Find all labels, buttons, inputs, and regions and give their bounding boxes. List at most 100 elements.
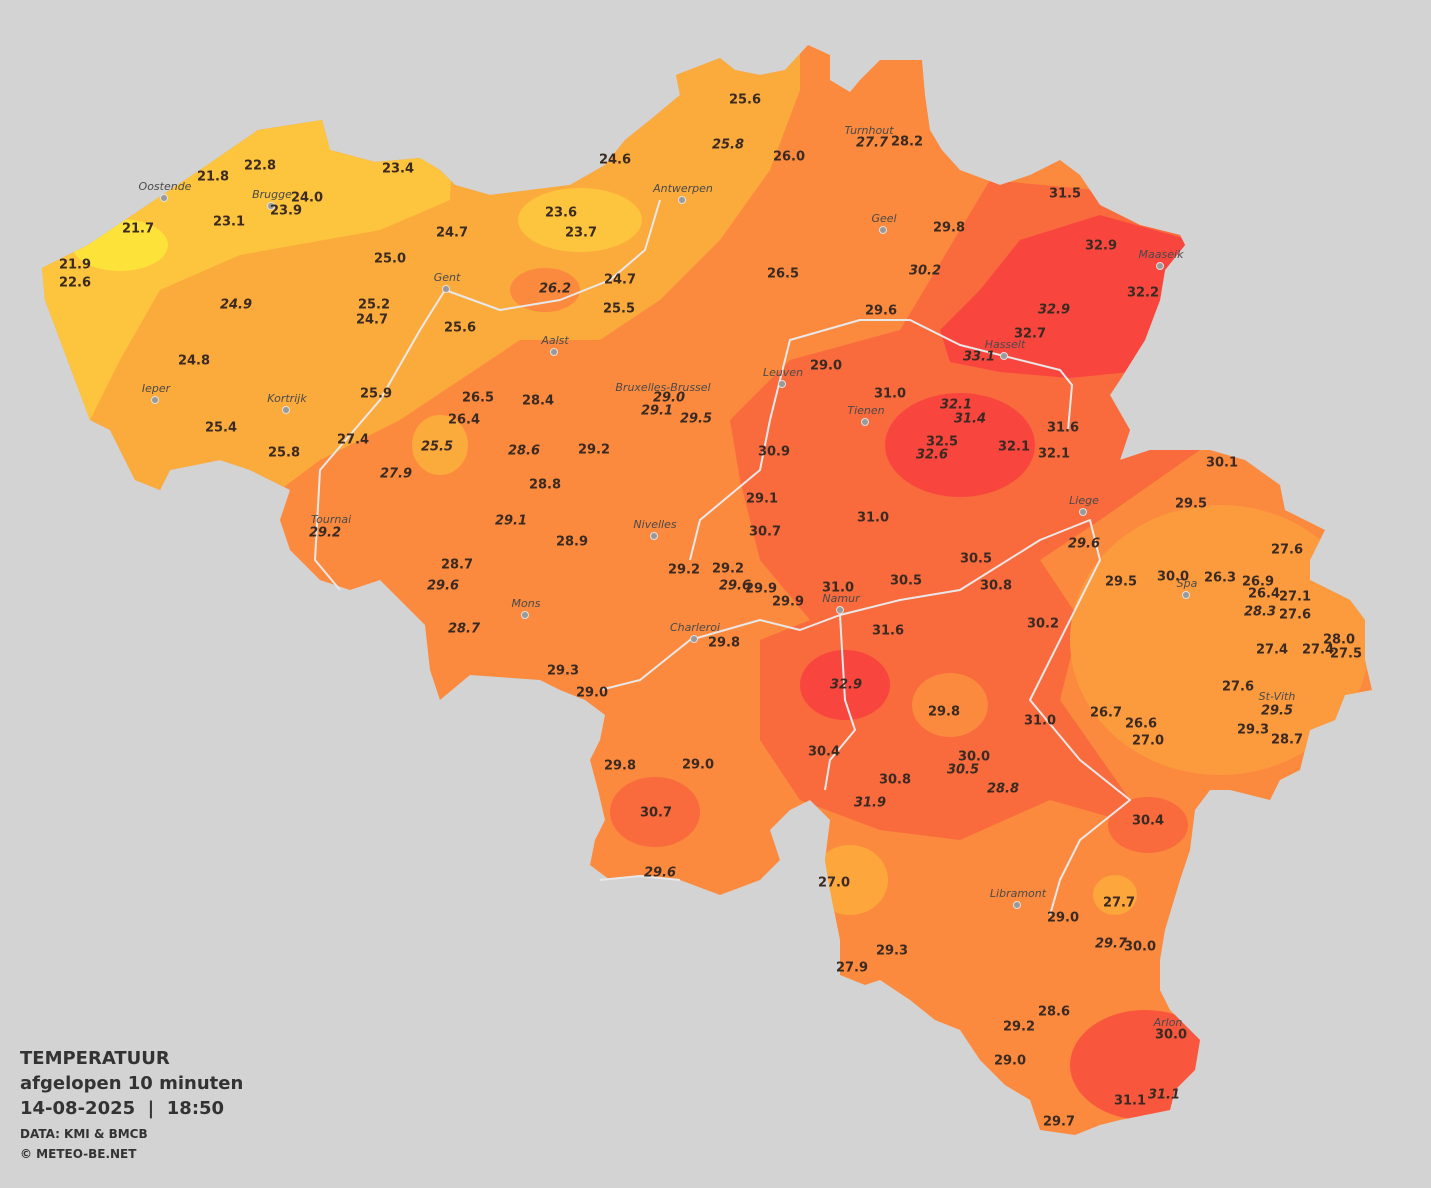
temperature-reading: 27.0 — [1132, 734, 1164, 749]
city-name: Liege — [1069, 494, 1099, 507]
temperature-reading: 30.5 — [890, 574, 922, 589]
temperature-reading: 27.1 — [1279, 590, 1311, 605]
temperature-reading: 29.9 — [745, 582, 777, 597]
temperature-reading: 29.8 — [708, 636, 740, 651]
temperature-reading: 28.7 — [441, 558, 473, 573]
city-name: Oostende — [139, 180, 192, 193]
city-dot — [442, 285, 450, 293]
temperature-reading: 31.4 — [954, 412, 986, 427]
legend-title: TEMPERATUUR — [20, 1048, 170, 1069]
temperature-reading: 29.6 — [644, 866, 676, 881]
temperature-reading: 23.9 — [270, 204, 302, 219]
temperature-reading: 29.9 — [772, 595, 804, 610]
temperature-reading: 27.6 — [1222, 680, 1254, 695]
temperature-reading: 29.3 — [1237, 723, 1269, 738]
temperature-reading: 28.7 — [1271, 733, 1303, 748]
temperature-reading: 24.7 — [436, 226, 468, 241]
temperature-reading: 30.7 — [640, 806, 672, 821]
temperature-reading: 26.0 — [773, 150, 805, 165]
city-name: Nivelles — [633, 518, 676, 531]
temperature-reading: 32.6 — [916, 448, 948, 463]
city-name: Libramont — [990, 887, 1047, 900]
temperature-reading: 32.9 — [830, 678, 862, 693]
temperature-reading: 29.3 — [876, 944, 908, 959]
temperature-reading: 29.0 — [994, 1054, 1026, 1069]
temperature-reading: 27.7 — [856, 136, 889, 151]
legend-copyright: © METEO-BE.NET — [20, 1147, 137, 1161]
temperature-reading: 23.7 — [565, 226, 597, 241]
temperature-reading: 29.0 — [576, 686, 608, 701]
temperature-reading: 26.6 — [1125, 717, 1157, 732]
temperature-reading: 29.2 — [712, 562, 744, 577]
temperature-reading: 27.6 — [1271, 543, 1303, 558]
city-labels: Oostende Brugge Antwerpen Turnhout Geel Maase… — [139, 124, 1296, 1029]
city-name: Antwerpen — [652, 182, 713, 195]
temperature-reading: 29.0 — [682, 758, 714, 773]
temperature-reading: 31.0 — [822, 581, 854, 596]
temperature-reading: 30.5 — [960, 552, 992, 567]
city-name: Arlon — [1153, 1016, 1183, 1029]
city-dot — [836, 606, 844, 614]
city-name: St-Vith — [1259, 690, 1296, 703]
temperature-reading: 27.5 — [1330, 647, 1362, 662]
city-name: Geel — [871, 212, 896, 225]
temperature-reading: 29.2 — [578, 443, 610, 458]
temperature-reading: 29.8 — [928, 705, 960, 720]
legend: TEMPERATUUR afgelopen 10 minuten 14-08-2… — [20, 1048, 243, 1161]
temperature-reading: 29.6 — [719, 579, 751, 594]
temperature-reading: 22.8 — [244, 159, 276, 174]
temperature-reading: 25.0 — [374, 252, 406, 267]
temperature-reading: 29.2 — [668, 563, 700, 578]
temperature-reading: 26.7 — [1090, 706, 1122, 721]
city-dot — [690, 635, 698, 643]
temperature-reading: 30.8 — [980, 579, 1012, 594]
temperature-reading: 26.4 — [1248, 587, 1280, 602]
city-dot — [160, 194, 168, 202]
temperature-reading: 29.8 — [604, 759, 636, 774]
city-dot — [282, 406, 290, 414]
temperature-reading: 25.4 — [205, 421, 237, 436]
temperature-reading: 28.2 — [891, 135, 923, 150]
city-dot — [267, 202, 275, 210]
temperature-reading: 32.9 — [1085, 239, 1117, 254]
city-dot — [1156, 262, 1164, 270]
temperature-reading: 29.5 — [1175, 497, 1207, 512]
temperature-reading: 28.7 — [448, 622, 481, 637]
temperature-reading: 29.1 — [641, 404, 673, 419]
temperature-reading: 26.4 — [448, 413, 480, 428]
city-dot — [151, 396, 159, 404]
temperature-reading: 29.0 — [653, 391, 685, 406]
temperature-reading: 23.4 — [382, 162, 414, 177]
temperature-reading: 25.6 — [444, 321, 476, 336]
temperature-reading: 28.8 — [987, 782, 1019, 797]
temperature-reading: 25.9 — [360, 387, 392, 402]
temperature-reading: 31.6 — [1047, 421, 1079, 436]
temperature-reading: 29.0 — [810, 359, 842, 374]
temperature-reading: 31.1 — [1114, 1094, 1146, 1109]
temperature-reading: 31.0 — [857, 511, 889, 526]
temperature-reading: 25.5 — [603, 302, 635, 317]
temperature-reading: 27.4 — [1302, 643, 1334, 658]
city-name: Kortrijk — [267, 392, 307, 405]
temperature-reading: 28.3 — [1244, 605, 1276, 620]
temperature-readings: 25.625.826.024.627.7 28.222.821.823.424.0… — [59, 93, 1362, 1130]
temperature-reading: 31.1 — [1148, 1088, 1180, 1103]
temperature-reading: 29.5 — [680, 412, 712, 427]
temperature-reading: 27.4 — [1256, 643, 1288, 658]
temperature-reading: 21.7 — [122, 222, 154, 237]
city-name: Spa — [1177, 577, 1198, 590]
temperature-reading: 30.1 — [1206, 456, 1238, 471]
temperature-reading: 26.3 — [1204, 571, 1236, 586]
temperature-reading: 29.6 — [427, 579, 459, 594]
temperature-reading: 28.6 — [1038, 1005, 1070, 1020]
temperature-reading: 31.6 — [872, 624, 904, 639]
temperature-reading: 30.5 — [947, 763, 979, 778]
temperature-reading: 25.6 — [729, 93, 761, 108]
temperature-reading: 28.9 — [556, 535, 588, 550]
city-name: Aalst — [540, 334, 569, 347]
city-name: Turnhout — [844, 124, 894, 137]
city-name: Charleroi — [670, 621, 720, 634]
temperature-reading: 26.9 — [1242, 575, 1274, 590]
temperature-reading: 32.1 — [998, 440, 1030, 455]
